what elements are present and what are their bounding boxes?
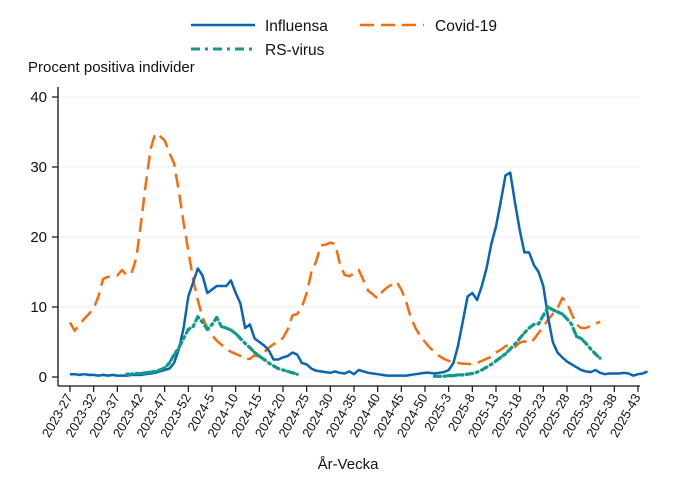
data-point-rs-virus xyxy=(267,361,271,365)
data-point-rs-virus xyxy=(466,372,470,376)
data-point-rs-virus xyxy=(295,372,299,376)
legend-item-influensa: Influensa xyxy=(191,18,328,35)
data-point-rs-virus xyxy=(153,369,157,373)
x-ticks: 2023-272023-322023-372023-422023-472023-… xyxy=(39,386,644,440)
data-point-rs-virus xyxy=(598,356,602,360)
data-point-rs-virus xyxy=(229,328,233,332)
data-point-rs-virus xyxy=(163,366,167,370)
data-point-rs-virus xyxy=(480,368,484,372)
data-point-rs-virus xyxy=(191,325,195,329)
data-point-rs-virus xyxy=(570,322,574,327)
legend-label-influensa: Influensa xyxy=(265,18,328,35)
data-point-rs-virus xyxy=(589,347,593,351)
data-point-rs-virus xyxy=(518,336,522,341)
data-point-rs-virus xyxy=(565,317,569,321)
data-point-rs-virus xyxy=(461,373,465,377)
data-point-rs-virus xyxy=(447,374,451,378)
data-point-rs-virus xyxy=(579,336,583,341)
data-point-rs-virus xyxy=(451,374,455,378)
data-point-rs-virus xyxy=(541,313,545,317)
series-line-covid-19-segment-0 xyxy=(68,132,601,366)
data-point-rs-virus xyxy=(546,305,550,309)
data-point-rs-virus xyxy=(532,322,536,327)
y-tick-label: 30 xyxy=(30,159,47,176)
series-rs-virus xyxy=(125,305,602,378)
data-point-rs-virus xyxy=(442,374,446,378)
data-point-rs-virus xyxy=(134,371,138,376)
data-point-rs-virus xyxy=(144,371,148,375)
data-point-rs-virus xyxy=(257,354,261,358)
legend-label-covid: Covid-19 xyxy=(435,18,497,35)
series-covid-19 xyxy=(68,132,601,366)
y-tick-label: 20 xyxy=(30,229,47,246)
data-point-rs-virus xyxy=(234,332,238,336)
legend-label-rsvirus: RS-virus xyxy=(265,42,325,59)
data-point-rs-virus xyxy=(456,373,460,377)
data-point-rs-virus xyxy=(527,326,531,330)
data-point-rs-virus xyxy=(196,315,200,319)
data-point-rs-virus xyxy=(177,346,181,350)
data-point-rs-virus xyxy=(484,365,489,369)
data-point-rs-virus xyxy=(537,322,541,326)
data-point-rs-virus xyxy=(489,362,493,366)
data-point-rs-virus xyxy=(215,315,219,320)
y-tick-label: 10 xyxy=(30,299,47,316)
data-point-rs-virus xyxy=(262,357,266,362)
data-point-rs-virus xyxy=(555,310,560,314)
data-point-rs-virus xyxy=(522,331,527,335)
data-point-rs-virus xyxy=(182,336,186,341)
data-point-rs-virus xyxy=(470,371,474,376)
legend-item-covid: Covid-19 xyxy=(360,18,497,35)
data-point-rs-virus xyxy=(205,327,209,331)
data-point-rs-virus xyxy=(475,370,479,374)
data-point-rs-virus xyxy=(560,312,564,316)
data-point-rs-virus xyxy=(186,327,190,331)
data-point-rs-virus xyxy=(219,325,224,329)
data-point-rs-virus xyxy=(499,355,503,359)
data-point-rs-virus xyxy=(286,369,290,373)
data-point-rs-virus xyxy=(551,308,555,312)
series-influensa xyxy=(69,171,649,377)
data-point-rs-virus xyxy=(253,350,257,355)
legend-item-rsvirus: RS-virus xyxy=(191,42,325,59)
data-point-rs-virus xyxy=(243,341,247,345)
data-point-rs-virus xyxy=(574,334,579,338)
series-layer xyxy=(68,132,649,378)
data-point-rs-virus xyxy=(238,336,242,341)
y-tick-label: 0 xyxy=(39,369,47,386)
gridlines xyxy=(58,96,640,378)
data-point-rs-virus xyxy=(276,367,280,371)
data-point-rs-virus xyxy=(503,352,508,356)
data-point-rs-virus xyxy=(158,368,162,372)
y-axis-title: Procent positiva individer xyxy=(28,59,195,76)
data-point-rs-virus xyxy=(210,322,214,327)
data-point-rs-virus xyxy=(200,320,205,324)
data-point-rs-virus xyxy=(290,371,295,375)
data-point-rs-virus xyxy=(437,374,441,378)
data-point-rs-virus xyxy=(584,341,588,345)
data-point-rs-virus xyxy=(167,361,171,365)
data-point-rs-virus xyxy=(139,371,143,376)
data-point-rs-virus xyxy=(224,326,228,330)
data-point-rs-virus xyxy=(271,364,276,368)
data-point-rs-virus xyxy=(125,372,129,376)
data-point-rs-virus xyxy=(432,374,437,378)
y-tick-label: 40 xyxy=(30,89,47,106)
y-ticks: 0 10 20 30 40 xyxy=(30,89,58,386)
data-point-rs-virus xyxy=(513,342,517,346)
data-point-rs-virus xyxy=(494,359,498,363)
data-point-rs-virus xyxy=(508,347,512,351)
data-point-rs-virus xyxy=(281,368,285,372)
data-point-rs-virus xyxy=(129,372,134,376)
data-point-rs-virus xyxy=(172,353,176,357)
legend: Influensa Covid-19 RS-virus xyxy=(191,18,497,59)
series-line-influensa-segment-0 xyxy=(70,171,649,377)
data-point-rs-virus xyxy=(593,352,598,356)
x-axis-title: År-Vecka xyxy=(318,456,380,473)
data-point-rs-virus xyxy=(148,370,153,374)
data-point-rs-virus xyxy=(248,346,252,350)
